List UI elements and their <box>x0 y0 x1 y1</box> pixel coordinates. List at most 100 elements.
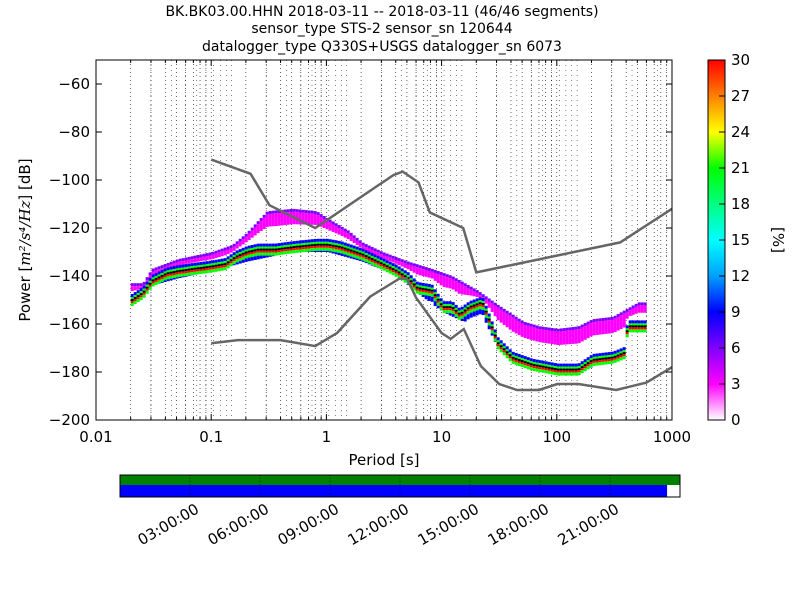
psd-outer-cell <box>451 302 455 306</box>
psd-center-cell <box>214 266 218 269</box>
psd-mode-cell <box>280 247 284 250</box>
psd-mode-cell <box>481 303 485 306</box>
psd-upper-cell <box>166 262 170 266</box>
psd-inner-cell <box>286 250 290 254</box>
y-tick-label: −200 <box>49 411 90 429</box>
psd-inner-cell <box>640 329 644 333</box>
psd-center-cell <box>301 247 305 250</box>
psd-sparse-cell <box>493 305 497 317</box>
psd-sparse-cell <box>196 258 200 262</box>
timeline-tick-label: 03:00:00 <box>135 500 202 549</box>
data-availability-bar <box>120 485 668 497</box>
psd-outer-cell <box>463 304 467 308</box>
psd-inner-cell <box>391 266 395 270</box>
psd-mode-cell <box>136 295 140 298</box>
psd-center-cell <box>439 305 443 308</box>
psd-inner-cell <box>505 355 509 359</box>
psd-sparse-cell <box>169 264 173 268</box>
psd-mode-cell <box>571 368 575 371</box>
psd-sparse-cell <box>490 303 494 312</box>
psd-center-cell <box>607 359 611 362</box>
psd-mode-cell <box>370 257 374 260</box>
psd-sparse-cell <box>523 325 527 339</box>
psd-mode-cell <box>529 363 533 366</box>
psd-sparse-cell <box>214 253 218 258</box>
psd-inner-cell <box>577 366 581 370</box>
psd-sparse-cell <box>565 330 569 345</box>
psd-outer-cell <box>445 313 449 314</box>
psd-inner-cell <box>406 275 410 279</box>
psd-sparse-cell <box>193 258 197 263</box>
psd-upper-cell <box>235 241 239 245</box>
psd-inner-cell <box>397 269 401 273</box>
psd-mode-cell <box>412 283 416 286</box>
psd-outer-cell <box>400 268 404 272</box>
figure-title: BK.BK03.00.HHN 2018-03-11 -- 2018-03-11 … <box>165 4 598 55</box>
psd-inner-cell <box>187 266 191 270</box>
psd-upper-cell <box>226 246 230 250</box>
psd-center-cell <box>196 269 200 272</box>
psd-outer-cell <box>154 272 158 276</box>
psd-mode-cell <box>631 325 635 328</box>
psd-sparse-cell <box>508 315 512 330</box>
psd-mode-cell <box>175 270 179 273</box>
psd-inner-cell <box>304 242 308 246</box>
psd-mode-cell <box>340 246 344 249</box>
psd-upper-cell <box>610 316 614 320</box>
psd-inner-cell <box>280 245 284 249</box>
psd-upper-cell <box>283 209 287 213</box>
psd-mode-cell <box>487 318 491 321</box>
psd-inner-cell <box>319 241 323 245</box>
y-tick-label: −80 <box>58 123 90 141</box>
psd-outer-cell <box>574 363 578 367</box>
psd-upper-cell <box>322 216 326 219</box>
psd-inner-cell <box>514 361 518 365</box>
psd-outer-cell <box>187 263 191 267</box>
psd-center-cell <box>400 275 404 278</box>
psd-mode-cell <box>385 265 389 268</box>
psd-center-cell <box>475 305 479 308</box>
psd-center-cell <box>457 314 461 317</box>
psd-upper-cell <box>574 326 578 330</box>
psd-inner-cell <box>373 257 377 261</box>
psd-outer-cell <box>604 352 608 356</box>
psd-outer-cell <box>373 254 377 258</box>
psd-outer-cell <box>142 285 146 289</box>
psd-center-cell <box>217 266 221 269</box>
psd-center-cell <box>169 273 173 276</box>
psd-center-cell <box>604 359 608 362</box>
psd-inner-cell <box>562 372 566 376</box>
psd-center-cell <box>349 251 353 254</box>
psd-center-cell <box>223 265 227 268</box>
psd-inner-cell <box>205 264 209 268</box>
psd-inner-cell <box>424 292 428 296</box>
psd-inner-cell <box>487 322 491 326</box>
psd-inner-cell <box>244 255 248 259</box>
psd-sparse-cell <box>610 319 614 334</box>
psd-upper-cell <box>478 292 482 296</box>
psd-inner-cell <box>337 243 341 247</box>
psd-sparse-cell <box>265 214 269 227</box>
psd-mode-cell <box>295 245 299 248</box>
psd-upper-cell <box>190 256 194 260</box>
psd-outer-cell <box>487 313 491 317</box>
psd-center-cell <box>376 262 380 265</box>
psd-outer-cell <box>271 255 275 257</box>
psd-mode-cell <box>493 334 497 337</box>
psd-inner-cell <box>340 250 344 254</box>
psd-inner-cell <box>187 272 191 276</box>
psd-inner-cell <box>382 267 386 271</box>
psd-sparse-cell <box>460 284 464 295</box>
psd-upper-cell <box>286 209 290 213</box>
psd-upper-cell <box>529 323 533 327</box>
psd-mode-cell <box>238 254 242 257</box>
psd-inner-cell <box>355 249 359 253</box>
psd-center-cell <box>334 247 338 250</box>
psd-upper-cell <box>571 327 575 331</box>
noise-models <box>210 158 673 392</box>
psd-outer-cell <box>133 292 137 296</box>
psd-outer-cell <box>241 247 245 251</box>
psd-mode-cell <box>250 249 254 252</box>
psd-inner-cell <box>598 362 602 366</box>
